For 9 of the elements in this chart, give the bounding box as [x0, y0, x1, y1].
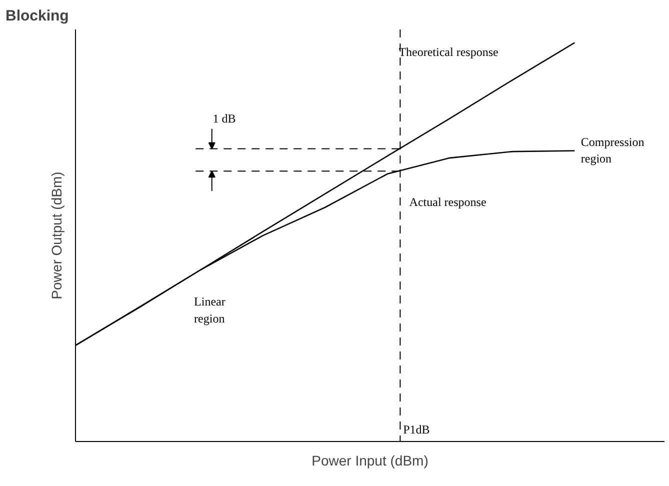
annotation: Theoretical response	[398, 44, 498, 59]
x-axis-title: Power Input (dBm)	[312, 452, 428, 468]
annotation: Compression region	[580, 134, 644, 166]
annotation: Linear region	[194, 294, 226, 326]
annotation: P1dB	[403, 422, 430, 437]
annotation: 1 dB	[212, 111, 236, 126]
y-axis-title: Power Output (dBm)	[48, 172, 64, 300]
annotation: Actual response	[409, 195, 486, 210]
chart-title: Blocking	[6, 8, 69, 24]
